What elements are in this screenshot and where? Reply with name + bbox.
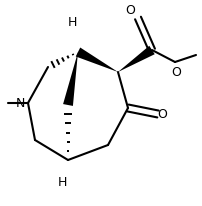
Text: O: O xyxy=(157,108,167,121)
Text: N: N xyxy=(15,96,25,110)
Text: O: O xyxy=(125,4,135,16)
Text: O: O xyxy=(171,66,181,78)
Polygon shape xyxy=(63,52,78,106)
Polygon shape xyxy=(118,46,155,72)
Text: H: H xyxy=(57,177,67,190)
Polygon shape xyxy=(76,48,118,72)
Text: H: H xyxy=(67,15,77,28)
